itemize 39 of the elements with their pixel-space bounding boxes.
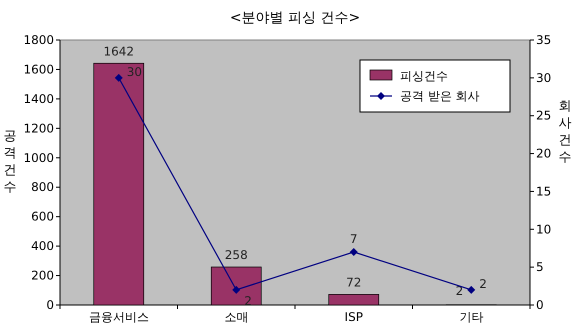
data-label: 2: [456, 284, 464, 298]
y-tick-label: 1600: [23, 62, 54, 76]
data-label: 2: [244, 294, 252, 308]
x-tick-label: ISP: [344, 310, 363, 324]
point: [232, 286, 240, 294]
data-label: 72: [346, 275, 362, 290]
point: [467, 286, 476, 294]
y-tick-label: 800: [31, 180, 54, 194]
y-tick-label: 1000: [23, 150, 54, 165]
y-tick-label: 1800: [23, 33, 54, 47]
y-tick-label: 600: [31, 210, 54, 224]
data-label: 1642: [103, 44, 134, 58]
y2-tick-label: 10: [536, 222, 552, 236]
data-label: 7: [350, 232, 358, 246]
y-axis-title: 공격건수: [4, 129, 16, 195]
x-tick-label: 소매: [224, 310, 248, 324]
x-tick-label: 금융서비스: [88, 310, 149, 324]
point: [114, 74, 123, 82]
y2-tick-label: 0: [536, 298, 544, 312]
point: [350, 248, 358, 256]
y2-axis-title: 회사건수: [558, 99, 572, 165]
y-tick-label: 1200: [23, 121, 54, 136]
data-label: 30: [126, 64, 142, 79]
chart-title: <분야별 피싱 건수>: [230, 10, 360, 26]
y2-tick-label: 5: [536, 260, 544, 274]
legend-label: 피싱건수: [400, 69, 448, 83]
y2-tick-label: 20: [536, 146, 552, 161]
y-tick-label: 200: [31, 268, 54, 283]
legend-label: 공격 받은 회사: [400, 89, 480, 103]
y2-tick-label: 30: [536, 70, 552, 85]
data-label: 2: [479, 276, 487, 291]
y-tick-label: 400: [31, 239, 54, 254]
data-label: 258: [224, 248, 248, 262]
y-tick-label: 0: [46, 298, 54, 312]
y2-tick-label: 25: [536, 108, 552, 123]
x-tick-label: 기타: [459, 310, 484, 324]
y2-tick-label: 15: [536, 184, 552, 198]
y-tick-label: 1400: [23, 92, 54, 106]
y2-tick-label: 35: [536, 33, 552, 47]
